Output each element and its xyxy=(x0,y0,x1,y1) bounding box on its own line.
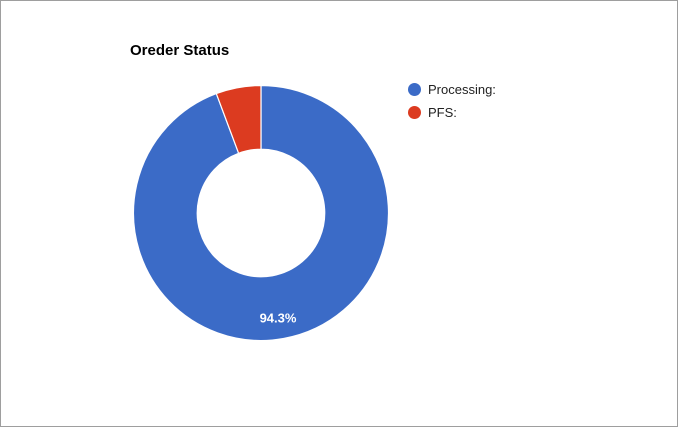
legend-swatch-processing-icon xyxy=(408,83,421,96)
legend-swatch-pfs-icon xyxy=(408,106,421,119)
pie-slice-processing[interactable] xyxy=(132,84,390,342)
legend: Processing: PFS: xyxy=(408,83,496,129)
pie-slice-pfs[interactable] xyxy=(215,84,262,154)
chart-title: Oreder Status xyxy=(130,42,230,59)
legend-item-pfs[interactable]: PFS: xyxy=(408,106,496,119)
legend-label-processing: Processing: xyxy=(428,82,496,97)
legend-item-processing[interactable]: Processing: xyxy=(408,83,496,96)
legend-label-pfs: PFS: xyxy=(428,105,457,120)
